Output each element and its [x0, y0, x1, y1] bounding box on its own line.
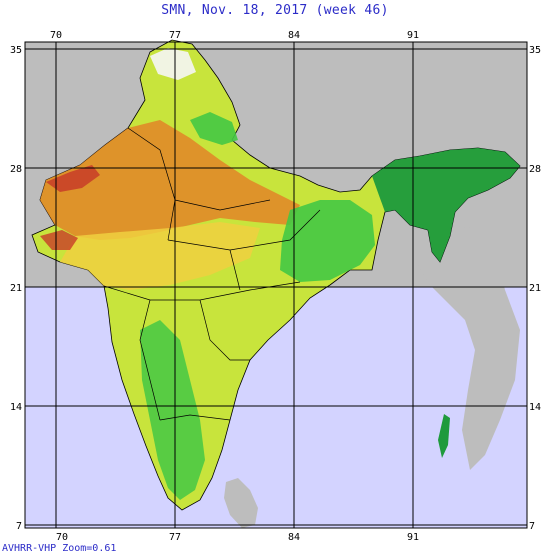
myanmar-landmass — [415, 225, 520, 470]
zone-white-snow-north — [150, 48, 196, 80]
lon-label-bottom-77: 77 — [169, 532, 181, 543]
lat-label-right-35: 35 — [529, 45, 541, 56]
zone-red-thar — [46, 165, 100, 192]
lon-label-top-84: 84 — [288, 30, 300, 41]
lat-label-left-28: 28 — [10, 164, 22, 175]
lon-label-bottom-70: 70 — [56, 532, 68, 543]
lat-label-left-21: 21 — [10, 283, 22, 294]
zoom-caption: AVHRR-VHP Zoom=0.61 — [2, 543, 117, 554]
lat-label-left-7: 7 — [16, 521, 22, 532]
zone-yellow-central — [60, 222, 260, 290]
lat-label-left-35: 35 — [10, 45, 22, 56]
lon-label-top-91: 91 — [407, 30, 419, 41]
lon-label-bottom-91: 91 — [407, 532, 419, 543]
zone-green-southwest — [140, 320, 205, 500]
zone-orange-northwest — [40, 120, 300, 240]
lat-label-right-7: 7 — [529, 521, 535, 532]
lon-label-top-70: 70 — [50, 30, 62, 41]
lat-label-left-14: 14 — [10, 402, 22, 413]
zone-andaman-islands — [438, 414, 450, 458]
bangladesh-landmass — [382, 218, 420, 272]
zone-darkgreen-northeast — [372, 148, 520, 262]
map-frame — [24, 41, 528, 529]
zone-green-himalaya — [190, 112, 238, 145]
lat-label-right-28: 28 — [529, 164, 541, 175]
sri-lanka-landmass — [224, 478, 258, 528]
zone-green-east — [280, 200, 375, 282]
lat-label-right-21: 21 — [529, 283, 541, 294]
graticule — [25, 42, 527, 528]
zone-red-kutch — [40, 230, 78, 250]
lon-label-bottom-84: 84 — [288, 532, 300, 543]
lat-label-right-14: 14 — [529, 402, 541, 413]
map-title: SMN, Nov. 18, 2017 (week 46) — [161, 3, 389, 18]
lon-label-top-77: 77 — [169, 30, 181, 41]
